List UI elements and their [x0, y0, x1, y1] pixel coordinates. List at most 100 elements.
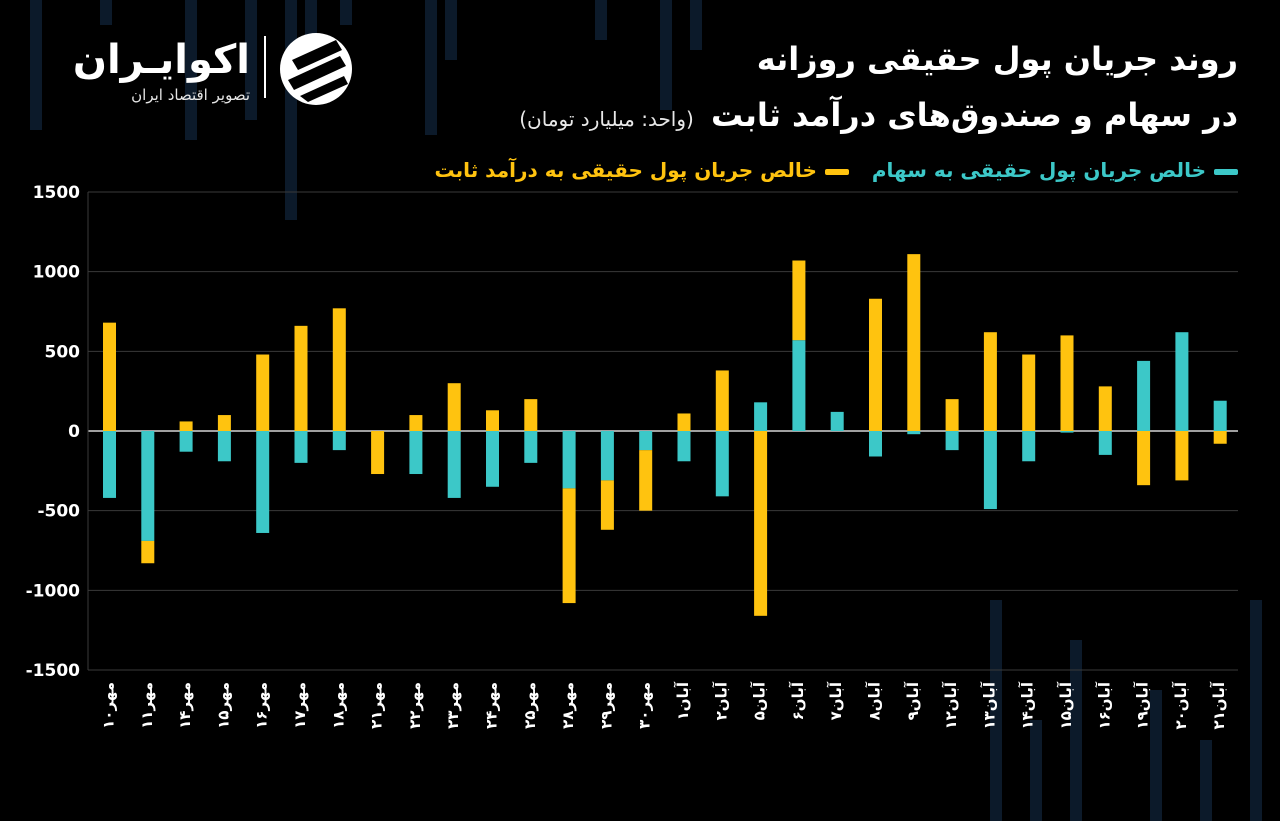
- legend-label-fixed-income: خالص جریان پول حقیقی به درآمد ثابت: [434, 158, 817, 182]
- x-tick-label: آبان۵: [751, 681, 769, 720]
- x-tick-label: آبان۹: [904, 681, 922, 720]
- chart-subtitle: در سهام و صندوق‌های درآمد ثابت (واحد: می…: [519, 96, 1238, 134]
- background-candle: [1030, 720, 1042, 821]
- bar-stocks: [600, 431, 614, 481]
- bar-fixed-income: [1213, 431, 1227, 444]
- x-tick-label: مهر۲۳: [444, 682, 462, 729]
- background-candle: [30, 0, 42, 130]
- bar-stocks: [1175, 332, 1189, 431]
- x-tick-label: آبان۱۶: [1095, 681, 1113, 729]
- background-candle: [990, 600, 1002, 821]
- bar-fixed-income: [754, 431, 768, 616]
- x-tick-label: مهر۱۴: [176, 682, 194, 729]
- background-candle: [425, 0, 437, 135]
- bar-fixed-income: [447, 383, 461, 431]
- bar-stocks: [983, 431, 997, 510]
- bar-stocks: [677, 431, 691, 462]
- bar-stocks: [945, 431, 959, 451]
- x-tick-label: آبان۱۹: [1134, 681, 1152, 729]
- bar-stocks: [1137, 360, 1151, 431]
- x-tick-label: آبان۱: [674, 681, 692, 720]
- bar-fixed-income: [409, 415, 423, 431]
- x-tick-label: آبان۸: [866, 681, 884, 720]
- y-tick-label: 1000: [33, 263, 80, 283]
- bar-fixed-income: [332, 308, 346, 431]
- x-tick-label: مهر۲۸: [559, 682, 577, 729]
- bar-fixed-income: [294, 325, 308, 431]
- bar-fixed-income: [179, 421, 193, 431]
- x-tick-label: آبان۱۲: [942, 681, 960, 729]
- legend-label-stocks: خالص جریان پول حقیقی به سهام: [871, 158, 1206, 182]
- legend-swatch-stocks: [1214, 168, 1238, 175]
- bar-stocks: [562, 431, 576, 489]
- bar-fixed-income: [141, 540, 155, 564]
- bar-stocks: [141, 431, 155, 541]
- x-tick-label: مهر۱۱: [138, 682, 156, 729]
- bar-stocks: [1022, 431, 1036, 462]
- x-tick-label: مهر۱۰: [100, 682, 118, 729]
- bar-fixed-income: [869, 298, 882, 431]
- x-tick-label: مهر۱۸: [329, 682, 347, 729]
- bar-stocks: [1213, 400, 1227, 431]
- legend-item-fixed-income: خالص جریان پول حقیقی به درآمد ثابت: [435, 158, 849, 182]
- x-tick-label: مهر۲۴: [483, 682, 501, 729]
- bar-fixed-income: [600, 480, 614, 530]
- bar-fixed-income: [677, 413, 691, 431]
- bar-fixed-income: [1175, 431, 1189, 481]
- x-tick-label: مهر۲۲: [406, 682, 424, 729]
- bar-stocks: [1060, 431, 1074, 433]
- bar-stocks: [907, 431, 921, 435]
- bar-fixed-income: [945, 399, 959, 431]
- x-tick-label: آبان۱۴: [1019, 681, 1037, 729]
- background-candle: [100, 0, 112, 25]
- bar-fixed-income: [524, 399, 538, 431]
- background-candle: [690, 0, 702, 50]
- y-tick-label: 500: [45, 342, 81, 362]
- x-tick-label: مهر۲۱: [368, 682, 386, 729]
- legend-swatch-fixed-income: [824, 168, 849, 175]
- bar-stocks: [103, 431, 116, 498]
- bar-fixed-income: [486, 410, 499, 431]
- bar-fixed-income: [217, 415, 231, 431]
- bar-fixed-income: [1098, 386, 1112, 431]
- bar-stocks: [486, 431, 499, 487]
- background-candle: [660, 0, 672, 110]
- subtitle-text: در سهام و صندوق‌های درآمد ثابت: [710, 96, 1238, 134]
- bar-fixed-income: [983, 332, 997, 431]
- bar-fixed-income: [792, 260, 806, 341]
- bar-fixed-income: [1137, 431, 1151, 486]
- brand-logo: اکوایـران تصویر اقتصاد ایران: [48, 30, 352, 110]
- bar-stocks: [447, 431, 461, 498]
- x-tick-label: مهر۱۷: [291, 682, 309, 729]
- bar-stocks: [179, 431, 193, 452]
- background-candle: [245, 0, 257, 120]
- x-tick-label: آبان۱۳: [980, 681, 998, 729]
- background-candle: [185, 0, 197, 140]
- bar-stocks: [409, 431, 423, 475]
- bar-stocks: [715, 431, 729, 497]
- bar-stocks: [332, 431, 346, 451]
- x-tick-label: آبان۶: [789, 681, 807, 720]
- y-tick-label: -1500: [26, 661, 81, 681]
- x-tick-label: مهر۳۰: [636, 682, 654, 729]
- bar-stocks: [217, 431, 231, 462]
- bar-fixed-income: [639, 450, 653, 511]
- x-tick-label: آبان۷: [827, 681, 845, 720]
- background-candle: [1150, 690, 1162, 821]
- bar-stocks: [869, 431, 882, 457]
- bar-fixed-income: [103, 322, 116, 431]
- bar-fixed-income: [256, 354, 270, 431]
- x-tick-label: مهر۲۹: [597, 682, 615, 729]
- y-tick-label: -500: [37, 502, 80, 522]
- bar-stocks: [1098, 431, 1112, 455]
- y-tick-label: 1500: [33, 183, 80, 203]
- bar-fixed-income: [371, 431, 385, 475]
- logo-divider: [264, 36, 266, 98]
- background-candle: [595, 0, 607, 40]
- bar-stocks: [639, 431, 653, 451]
- brand-name: اکوایـران: [72, 37, 250, 83]
- y-tick-label: -1000: [26, 581, 81, 601]
- bar-stocks: [830, 411, 844, 431]
